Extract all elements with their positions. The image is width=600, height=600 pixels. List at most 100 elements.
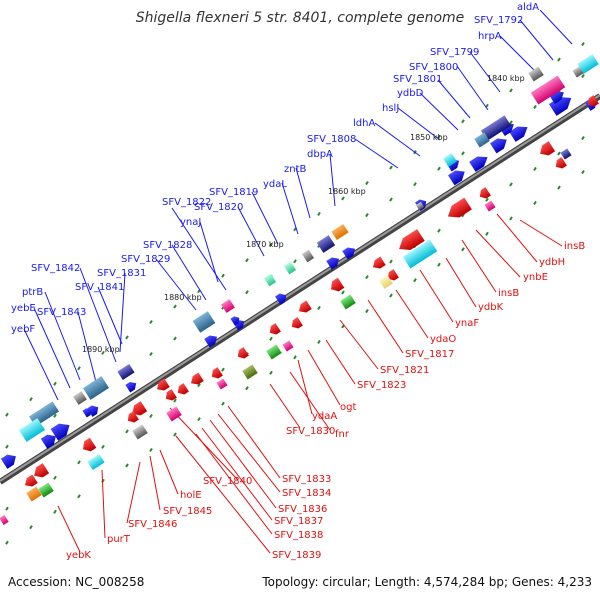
- gene-label-yebk[interactable]: yebK: [66, 550, 91, 561]
- gene-label-yebe[interactable]: yebE: [11, 303, 36, 314]
- label-connector-layer: [23, 9, 573, 554]
- tick-mark: [413, 278, 417, 283]
- gene-label-hrpa[interactable]: hrpA: [478, 31, 502, 42]
- gene-label-sfv-1799[interactable]: SFV_1799: [430, 47, 479, 58]
- gene-label-sfv-1828[interactable]: SFV_1828: [143, 240, 192, 251]
- label-connector: [175, 435, 271, 554]
- kbp-marker-1850: 1850 kbp: [410, 133, 448, 142]
- gene-label-ynaj[interactable]: SFV_1822: [162, 197, 211, 208]
- gene-features-layer: [0, 54, 599, 525]
- gene-label-sfv-1837[interactable]: SFV_1837: [274, 516, 323, 527]
- gene-label-sfv-1831[interactable]: SFV_1831: [97, 268, 146, 279]
- gene-label-hslj[interactable]: hslJ: [382, 103, 399, 114]
- tick-mark: [581, 74, 585, 79]
- label-connector: [171, 207, 227, 291]
- gene-label-ynaf[interactable]: ynaF: [455, 318, 479, 329]
- gene-label-sfv-1843[interactable]: SFV_1843: [37, 307, 86, 318]
- gene-label-zntb[interactable]: zntB: [284, 164, 307, 175]
- reverse-gene-box: [379, 275, 393, 289]
- label-connector: [155, 258, 197, 311]
- tick-mark: [77, 494, 81, 499]
- tick-mark: [245, 386, 249, 391]
- gene-label-fnr[interactable]: fnr: [335, 429, 350, 440]
- forward-gene-box: [263, 273, 277, 287]
- gene-label-sfv-1833[interactable]: SFV_1833: [282, 474, 331, 485]
- gene-label-sfv-1792[interactable]: SFV_1792: [474, 15, 523, 26]
- reverse-gene-box: [282, 340, 294, 352]
- gene-label-insb-1[interactable]: insB: [564, 241, 585, 252]
- gene-label-ydao[interactable]: ydaO: [430, 334, 456, 345]
- label-connector: [374, 122, 421, 157]
- label-connector: [419, 269, 454, 323]
- gene-label-yebf[interactable]: yebF: [11, 324, 35, 335]
- gene-label-sfv-1801[interactable]: SFV_1801: [393, 74, 442, 85]
- gene-label-ydbd[interactable]: ydbD: [397, 88, 424, 99]
- reverse-gene-box: [484, 200, 496, 212]
- reverse-gene-arrow: [24, 474, 38, 487]
- gene-label-sfv-1817[interactable]: SFV_1817: [405, 349, 454, 360]
- forward-gene-box: [82, 376, 110, 400]
- gene-label-ydbk[interactable]: ydbK: [478, 302, 504, 313]
- label-connector: [171, 244, 207, 301]
- reverse-gene-arrow: [330, 277, 345, 292]
- label-connector: [79, 267, 117, 363]
- forward-gene-box: [331, 224, 349, 240]
- gene-label-ldha[interactable]: ldhA: [353, 118, 375, 129]
- gene-label-ptrb[interactable]: ptrB: [22, 287, 43, 298]
- gene-label-sfv-1830[interactable]: SFV_1830: [286, 426, 335, 437]
- label-connector: [169, 407, 239, 481]
- gene-label-ydaa[interactable]: ydaA: [312, 411, 337, 422]
- tick-mark: [485, 197, 489, 202]
- gene-label-ynbe[interactable]: ynbE: [523, 272, 548, 283]
- forward-gene-box: [283, 261, 297, 275]
- gene-label-sfv-1819[interactable]: SFV_1819: [209, 187, 258, 198]
- tick-mark: [173, 398, 177, 403]
- gene-label-sfv-1838[interactable]: SFV_1838: [274, 530, 323, 541]
- label-connector: [251, 191, 279, 245]
- gene-label-sfv-1821[interactable]: SFV_1821: [380, 365, 429, 376]
- gene-label-sfv-1834[interactable]: SFV_1834: [282, 488, 331, 499]
- reverse-gene-box: [560, 148, 572, 160]
- label-connector: [195, 433, 273, 535]
- gene-label-alda[interactable]: aldA: [517, 2, 539, 13]
- tick-mark: [101, 444, 105, 449]
- gene-label-sfv-1800[interactable]: SFV_1800: [409, 62, 458, 73]
- gene-label-sfv-1836[interactable]: SFV_1836: [278, 504, 327, 515]
- gene-label-sfv-1842[interactable]: SFV_1842: [31, 263, 80, 274]
- gene-label-ydal[interactable]: ydaL: [263, 179, 287, 190]
- label-connector: [539, 9, 573, 45]
- gene-label-ogt[interactable]: ogt: [340, 402, 356, 413]
- reverse-gene-box: [402, 239, 438, 269]
- tick-mark: [437, 228, 441, 233]
- forward-gene-box: [480, 115, 512, 141]
- gene-label-sfv-1839[interactable]: SFV_1839: [272, 550, 321, 561]
- gene-label-hole[interactable]: holE: [180, 490, 202, 501]
- gene-label-sfv-1840[interactable]: SFV_1840: [203, 476, 252, 487]
- kbp-marker-1840: 1840 kbp: [487, 74, 525, 83]
- gene-label-sfv-1841[interactable]: SFV_1841: [75, 282, 124, 293]
- tick-mark: [533, 104, 537, 110]
- tick-mark: [125, 429, 129, 434]
- gene-label-sfv-1846[interactable]: SFV_1846: [128, 519, 177, 530]
- gene-label-purt[interactable]: purT: [107, 534, 131, 545]
- tick-mark: [437, 262, 441, 267]
- tick-mark: [197, 383, 201, 388]
- gene-label-dbpa[interactable]: dbpA: [307, 149, 333, 160]
- gene-label-sfv-1823[interactable]: SFV_1823: [357, 380, 406, 391]
- gene-label-sfv-1822[interactable]: ynaJ: [180, 217, 201, 228]
- reverse-gene-arrow: [387, 269, 399, 281]
- gene-label-sfv-1808[interactable]: SFV_1808: [307, 134, 356, 145]
- forward-gene-arrow: [125, 381, 137, 393]
- reverse-gene-box: [242, 364, 258, 380]
- forward-gene-box: [530, 75, 566, 105]
- label-connector: [499, 35, 537, 73]
- gene-label-ydbh[interactable]: ydbH: [539, 257, 565, 268]
- label-connector: [217, 413, 281, 493]
- gene-label-sfv-1845[interactable]: SFV_1845: [163, 506, 212, 517]
- gene-label-insb-2[interactable]: insB: [498, 288, 519, 299]
- gene-label-sfv-1829[interactable]: SFV_1829: [121, 254, 170, 265]
- gene-label-sfv-1820[interactable]: SFV_1820: [194, 202, 243, 213]
- tick-mark: [293, 259, 297, 264]
- tick-mark: [509, 182, 513, 187]
